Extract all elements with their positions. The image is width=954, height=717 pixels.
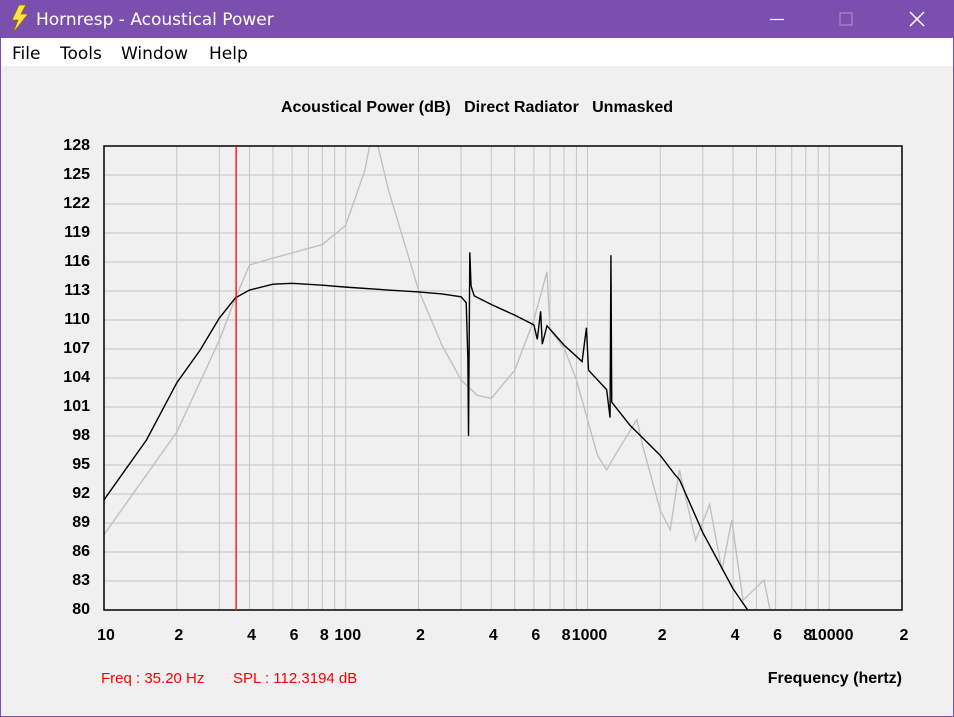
menu-bar xyxy=(1,38,953,66)
x-tick-label: 10000 xyxy=(809,627,854,644)
y-tick-label: 95 xyxy=(72,456,90,473)
y-tick-label: 101 xyxy=(63,398,90,415)
menu-item[interactable]: Window xyxy=(121,44,188,64)
plot-frame xyxy=(103,145,903,611)
x-tick-label: 6 xyxy=(290,627,299,644)
y-tick-label: 125 xyxy=(63,166,90,183)
x-tick-label: 1000 xyxy=(572,627,608,644)
x-tick-label: 2 xyxy=(174,627,183,644)
y-tick-label: 107 xyxy=(63,340,90,357)
y-tick-label: 86 xyxy=(72,543,90,560)
x-tick-label: 100 xyxy=(334,627,361,644)
close-button[interactable] xyxy=(909,11,925,27)
app-icon xyxy=(11,4,29,34)
y-tick-label: 89 xyxy=(72,514,90,531)
x-tick-label: 8 xyxy=(803,627,812,644)
x-axis-label: Frequency (hertz) xyxy=(768,670,902,687)
y-tick-label: 98 xyxy=(72,427,90,444)
cursor-frequency: Freq : 35.20 Hz xyxy=(101,670,204,687)
x-tick-label: 10 xyxy=(97,627,115,644)
y-tick-label: 110 xyxy=(64,311,90,328)
y-tick-label: 80 xyxy=(72,601,90,618)
cursor-spl: SPL : 112.3194 dB xyxy=(233,670,357,687)
x-tick-label: 4 xyxy=(731,627,740,644)
series-line xyxy=(104,146,771,610)
y-tick-label: 113 xyxy=(64,282,90,299)
x-tick-label: 2 xyxy=(658,627,667,644)
x-tick-label: 2 xyxy=(416,627,425,644)
y-tick-label: 128 xyxy=(63,137,90,154)
maximize-button[interactable] xyxy=(839,12,853,26)
x-tick-label: 8 xyxy=(562,627,571,644)
y-tick-label: 83 xyxy=(72,572,90,589)
plot-lines xyxy=(104,146,771,610)
y-tick-label: 104 xyxy=(63,369,90,386)
title-bar xyxy=(0,0,954,38)
menu-item[interactable]: Help xyxy=(209,44,248,64)
chart-title: Acoustical Power (dB) Direct Radiator Un… xyxy=(281,99,673,116)
x-tick-label: 8 xyxy=(320,627,329,644)
x-tick-label: 4 xyxy=(489,627,498,644)
x-tick-label: 6 xyxy=(773,627,782,644)
x-tick-label: 6 xyxy=(531,627,540,644)
window-title: Hornresp - Acoustical Power xyxy=(36,10,274,30)
y-tick-label: 116 xyxy=(64,253,90,270)
menu-item[interactable]: Tools xyxy=(59,44,102,64)
menu-item[interactable]: File xyxy=(12,44,40,64)
x-tick-label: 2 xyxy=(900,627,909,644)
x-tick-label: 4 xyxy=(247,627,256,644)
y-tick-label: 92 xyxy=(72,485,90,502)
y-tick-label: 122 xyxy=(63,195,90,212)
y-tick-label: 119 xyxy=(64,224,90,241)
series-line xyxy=(104,252,749,610)
